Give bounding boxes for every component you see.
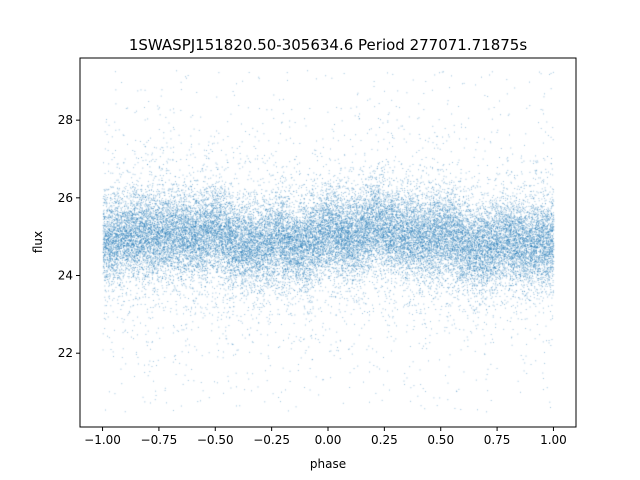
x-tick-label: 1.00 bbox=[540, 433, 567, 447]
x-tick-label: 0.25 bbox=[371, 433, 398, 447]
x-tick-label: −0.25 bbox=[253, 433, 290, 447]
scatter-point-layer bbox=[80, 58, 576, 427]
x-axis-ticks: −1.00 −0.75 −0.50 −0.25 0.00 0.25 0.50 0.75 1.00 bbox=[84, 427, 567, 447]
x-tick-label: −0.50 bbox=[197, 433, 234, 447]
scatter-canvas bbox=[80, 58, 576, 427]
y-tick-label: 28 bbox=[58, 113, 73, 127]
y-tick-label: 26 bbox=[58, 191, 73, 205]
x-axis-label: phase bbox=[310, 457, 346, 471]
y-tick-label: 24 bbox=[58, 269, 73, 283]
x-tick-label: 0.75 bbox=[484, 433, 511, 447]
x-tick-label: −1.00 bbox=[84, 433, 121, 447]
x-tick-label: −0.75 bbox=[141, 433, 178, 447]
x-tick-label: 0.50 bbox=[427, 433, 454, 447]
y-axis-ticks: 22 24 26 28 bbox=[58, 113, 80, 360]
y-tick-label: 22 bbox=[58, 346, 73, 360]
scatter-points bbox=[80, 58, 576, 427]
chart-title: 1SWASPJ151820.50-305634.6 Period 277071.… bbox=[129, 36, 527, 54]
y-axis-label: flux bbox=[31, 231, 45, 253]
x-tick-label: 0.00 bbox=[315, 433, 342, 447]
